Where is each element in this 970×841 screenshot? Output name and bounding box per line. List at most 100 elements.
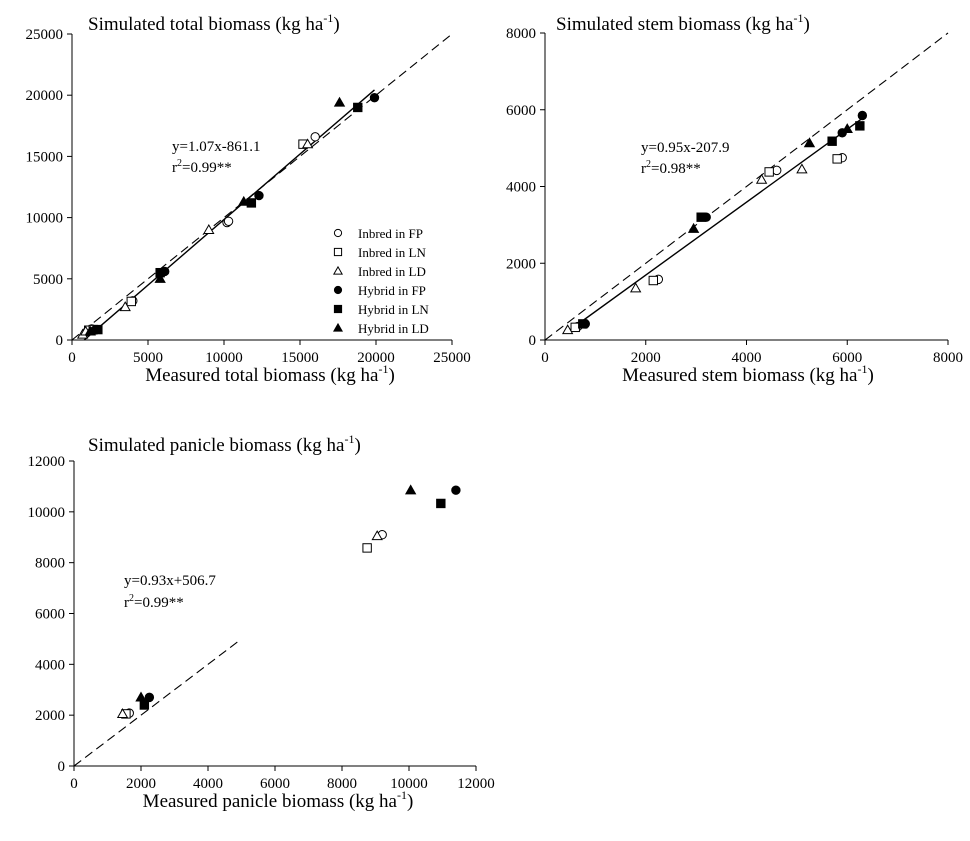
x-tick-label: 2000	[631, 350, 661, 366]
legend-marker	[333, 304, 343, 314]
data-point	[648, 275, 659, 286]
panel-total-biomass: Simulated total biomass (kg ha-1) 0 5000 1…	[26, 11, 471, 386]
y-tick-label: 12000	[28, 454, 66, 470]
x-tick-label: 10000	[205, 350, 243, 366]
legend-entry-label: Hybrid in LD	[358, 321, 429, 336]
x-tick-label: 4000	[193, 776, 223, 792]
regression-equation: y=1.07x-861.1	[172, 139, 260, 155]
r-squared: r2=0.98**	[641, 159, 701, 177]
legend-marker	[332, 322, 344, 332]
data-point	[827, 136, 837, 146]
data-point	[203, 224, 215, 234]
data-point	[238, 195, 250, 206]
x-tick-label: 10000	[390, 776, 428, 792]
one-to-one-line	[544, 32, 949, 341]
data-point	[333, 96, 346, 107]
data-point	[126, 296, 136, 307]
legend-marker	[333, 228, 343, 238]
x-axis-title: Measured panicle biomass (kg ha-1)	[143, 788, 414, 812]
data-point	[119, 301, 131, 312]
legend-entry-label: Inbred in LD	[358, 264, 426, 279]
x-tick-label: 6000	[260, 776, 290, 792]
y-tick-label: 0	[58, 759, 66, 775]
x-tick-label: 5000	[133, 350, 163, 366]
data-point	[629, 282, 642, 293]
x-tick-label: 12000	[457, 776, 495, 792]
data-point	[310, 132, 320, 142]
legend-entry-label: Inbred in LN	[358, 245, 426, 260]
data-point	[223, 216, 234, 226]
y-tick-label: 4000	[506, 180, 536, 196]
x-tick-label: 25000	[433, 350, 471, 366]
legend-marker	[332, 265, 344, 275]
data-point	[116, 708, 129, 719]
y-tick-label: 5000	[33, 272, 63, 288]
r-squared: r2=0.99**	[172, 158, 232, 176]
panel-title: Simulated stem biomass (kg ha-1)	[556, 11, 810, 35]
data-point	[139, 700, 150, 710]
panel-panicle-biomass: Simulated panicle biomass (kg ha-1) 0 200…	[28, 432, 495, 812]
data-point	[687, 222, 700, 233]
y-tick-label: 15000	[26, 149, 64, 165]
data-point	[362, 543, 372, 553]
data-point	[841, 123, 853, 134]
data-point	[371, 530, 383, 541]
y-tick-label: 6000	[35, 607, 65, 623]
x-tick-label: 8000	[933, 350, 963, 366]
y-tick-label: 25000	[26, 27, 64, 43]
y-tick-label: 0	[529, 333, 537, 349]
data-point	[404, 484, 417, 495]
data-point	[832, 154, 842, 164]
data-point	[561, 324, 574, 335]
data-point	[857, 110, 868, 121]
y-tick-label: 20000	[26, 88, 64, 104]
x-tick-label: 0	[68, 350, 76, 366]
data-point	[803, 137, 816, 148]
legend-marker	[333, 247, 343, 257]
data-point	[93, 324, 103, 335]
y-tick-label: 0	[56, 333, 64, 349]
data-point	[84, 325, 96, 336]
regression-equation: y=0.93x+506.7	[124, 573, 216, 589]
data-point	[578, 319, 588, 329]
data-point	[796, 163, 808, 174]
x-tick-label: 2000	[126, 776, 156, 792]
panel-title: Simulated total biomass (kg ha-1)	[88, 11, 340, 35]
x-tick-label: 8000	[327, 776, 357, 792]
regression-line	[569, 117, 863, 331]
data-point	[254, 190, 264, 201]
legend-entry-label: Inbred in FP	[358, 226, 423, 241]
one-to-one-line	[73, 641, 239, 767]
legend-entry-label: Hybrid in LN	[358, 302, 429, 317]
data-point	[436, 498, 446, 509]
legend-marker	[333, 285, 343, 295]
x-tick-label: 20000	[357, 350, 395, 366]
x-tick-label: 15000	[281, 350, 319, 366]
legend-entry-label: Hybrid in FP	[358, 283, 426, 298]
x-tick-label: 4000	[732, 350, 762, 366]
y-tick-label: 8000	[35, 556, 65, 572]
x-axis-title: Measured stem biomass (kg ha-1)	[622, 362, 874, 386]
data-point	[246, 198, 257, 208]
x-tick-label: 6000	[832, 350, 862, 366]
data-point	[144, 692, 155, 703]
data-point	[755, 173, 768, 184]
x-tick-label: 0	[541, 350, 549, 366]
data-point	[696, 212, 706, 222]
regression-equation: y=0.95x-207.9	[641, 140, 729, 156]
y-tick-label: 4000	[35, 657, 65, 673]
y-tick-label: 6000	[506, 103, 536, 119]
data-point	[451, 485, 461, 495]
y-tick-label: 8000	[506, 26, 536, 42]
data-point	[369, 92, 380, 103]
data-point	[855, 121, 865, 131]
x-tick-label: 0	[70, 776, 78, 792]
y-tick-label: 2000	[35, 708, 65, 724]
panel-title: Simulated panicle biomass (kg ha-1)	[88, 432, 361, 456]
y-tick-label: 2000	[506, 256, 536, 272]
legend: Inbred in FP Inbred in LN Inbred in LD Hybr…	[332, 226, 429, 336]
data-point	[135, 691, 147, 702]
data-point	[764, 167, 774, 177]
x-axis-title: Measured total biomass (kg ha-1)	[145, 362, 395, 386]
